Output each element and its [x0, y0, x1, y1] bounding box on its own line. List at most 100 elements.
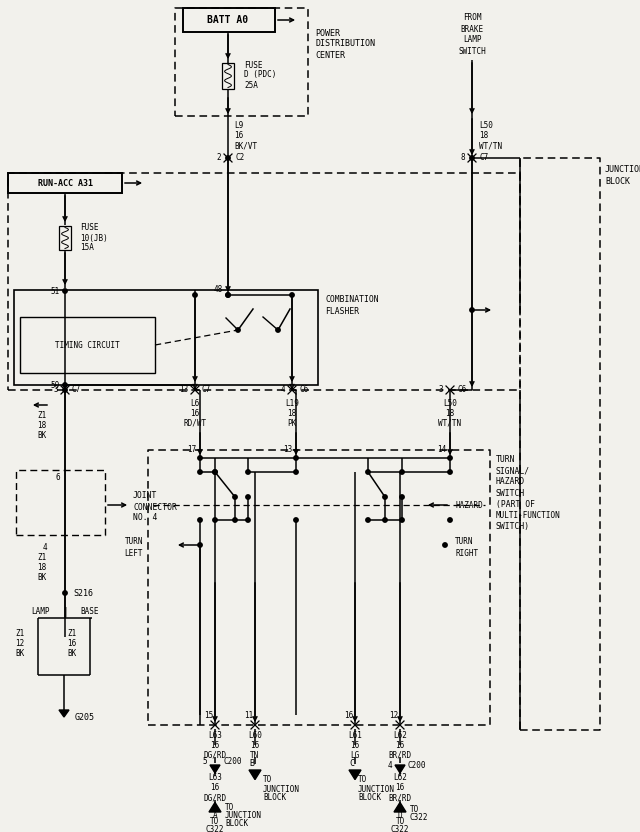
Circle shape	[226, 293, 230, 297]
Polygon shape	[395, 765, 405, 773]
Text: 15A: 15A	[80, 244, 94, 252]
Text: Z1: Z1	[67, 628, 77, 637]
Circle shape	[63, 388, 67, 392]
Circle shape	[63, 591, 67, 595]
Circle shape	[400, 495, 404, 499]
Text: DG/RD: DG/RD	[204, 750, 227, 760]
Text: L50: L50	[479, 121, 493, 131]
Text: L63: L63	[208, 730, 222, 740]
Text: BK: BK	[37, 430, 47, 439]
Circle shape	[246, 470, 250, 474]
Text: 14: 14	[436, 444, 446, 453]
Text: 4: 4	[43, 542, 47, 552]
Text: BLOCK: BLOCK	[358, 794, 381, 803]
Text: BRAKE: BRAKE	[460, 24, 484, 33]
Text: JUNCTION: JUNCTION	[225, 810, 262, 820]
Text: WT/TN: WT/TN	[479, 141, 502, 151]
Text: FUSE: FUSE	[80, 224, 99, 232]
Text: C322: C322	[205, 825, 224, 832]
Text: FROM: FROM	[463, 13, 481, 22]
Text: 15: 15	[204, 711, 214, 720]
Text: DG/RD: DG/RD	[204, 794, 227, 803]
Text: L6: L6	[190, 399, 200, 408]
Circle shape	[212, 470, 217, 474]
Text: 16: 16	[234, 131, 243, 141]
Circle shape	[198, 542, 202, 547]
Polygon shape	[249, 770, 261, 780]
Text: LAMP: LAMP	[31, 607, 49, 617]
Text: 12: 12	[389, 711, 399, 720]
Circle shape	[236, 328, 240, 332]
Circle shape	[383, 495, 387, 499]
Text: WT/TN: WT/TN	[438, 418, 461, 428]
Circle shape	[383, 518, 387, 522]
Bar	[222, 63, 234, 89]
Polygon shape	[210, 765, 220, 773]
Text: 4: 4	[280, 385, 285, 394]
Text: 18: 18	[479, 131, 488, 141]
Text: FLASHER: FLASHER	[325, 308, 359, 316]
Text: 16: 16	[344, 711, 354, 720]
Text: 16: 16	[350, 740, 360, 750]
Text: 11: 11	[244, 711, 253, 720]
Text: JUNCTION: JUNCTION	[263, 785, 300, 794]
Text: BK: BK	[15, 648, 24, 657]
Text: TO: TO	[358, 775, 367, 785]
Text: 3: 3	[53, 385, 58, 394]
Text: (PART OF: (PART OF	[496, 499, 535, 508]
Circle shape	[198, 518, 202, 522]
Text: 17: 17	[187, 444, 196, 453]
Text: 16: 16	[211, 784, 220, 793]
Text: COMBINATION: COMBINATION	[325, 295, 379, 305]
Text: C7: C7	[72, 385, 81, 394]
Text: Z1: Z1	[37, 410, 47, 419]
Text: TURN: TURN	[125, 537, 143, 546]
Text: 10(JB): 10(JB)	[80, 234, 108, 242]
Circle shape	[226, 293, 230, 297]
Text: B: B	[250, 760, 255, 769]
Text: D: D	[397, 810, 403, 820]
Text: TIMING CIRCUIT: TIMING CIRCUIT	[54, 340, 120, 349]
Text: SWITCH): SWITCH)	[496, 522, 530, 531]
Text: TO: TO	[263, 775, 272, 785]
Circle shape	[233, 518, 237, 522]
Circle shape	[400, 518, 404, 522]
Circle shape	[198, 456, 202, 460]
Text: 25A: 25A	[244, 81, 258, 90]
Text: CONNECTOR: CONNECTOR	[133, 503, 177, 512]
Text: 8: 8	[460, 153, 465, 162]
Text: D (PDC): D (PDC)	[244, 71, 276, 80]
Circle shape	[233, 495, 237, 499]
Circle shape	[198, 470, 202, 474]
Circle shape	[448, 470, 452, 474]
Text: POWER: POWER	[315, 28, 340, 37]
Circle shape	[470, 308, 474, 312]
Text: LAMP: LAMP	[463, 36, 481, 44]
Bar	[14, 290, 318, 385]
Text: 2: 2	[216, 153, 221, 162]
Text: 4: 4	[387, 761, 392, 770]
Text: Z1: Z1	[37, 553, 47, 562]
Text: MULTI-FUNCTION: MULTI-FUNCTION	[496, 511, 561, 519]
Bar	[59, 226, 71, 250]
Text: 6: 6	[56, 473, 60, 483]
Text: BASE: BASE	[81, 607, 99, 617]
Text: L61: L61	[348, 730, 362, 740]
Text: BK/VT: BK/VT	[234, 141, 257, 151]
Text: C322: C322	[391, 825, 409, 832]
Text: BR/RD: BR/RD	[388, 750, 412, 760]
Text: C6: C6	[299, 385, 308, 394]
Circle shape	[470, 156, 474, 161]
Text: RUN-ACC A31: RUN-ACC A31	[38, 179, 93, 187]
Text: L60: L60	[248, 730, 262, 740]
Circle shape	[448, 456, 452, 460]
Text: 16: 16	[396, 784, 404, 793]
Circle shape	[290, 293, 294, 297]
Text: SWITCH: SWITCH	[496, 488, 525, 498]
Circle shape	[294, 470, 298, 474]
Text: 51: 51	[51, 286, 60, 295]
Circle shape	[226, 156, 230, 161]
Circle shape	[443, 542, 447, 547]
Circle shape	[294, 456, 298, 460]
Polygon shape	[59, 710, 69, 717]
